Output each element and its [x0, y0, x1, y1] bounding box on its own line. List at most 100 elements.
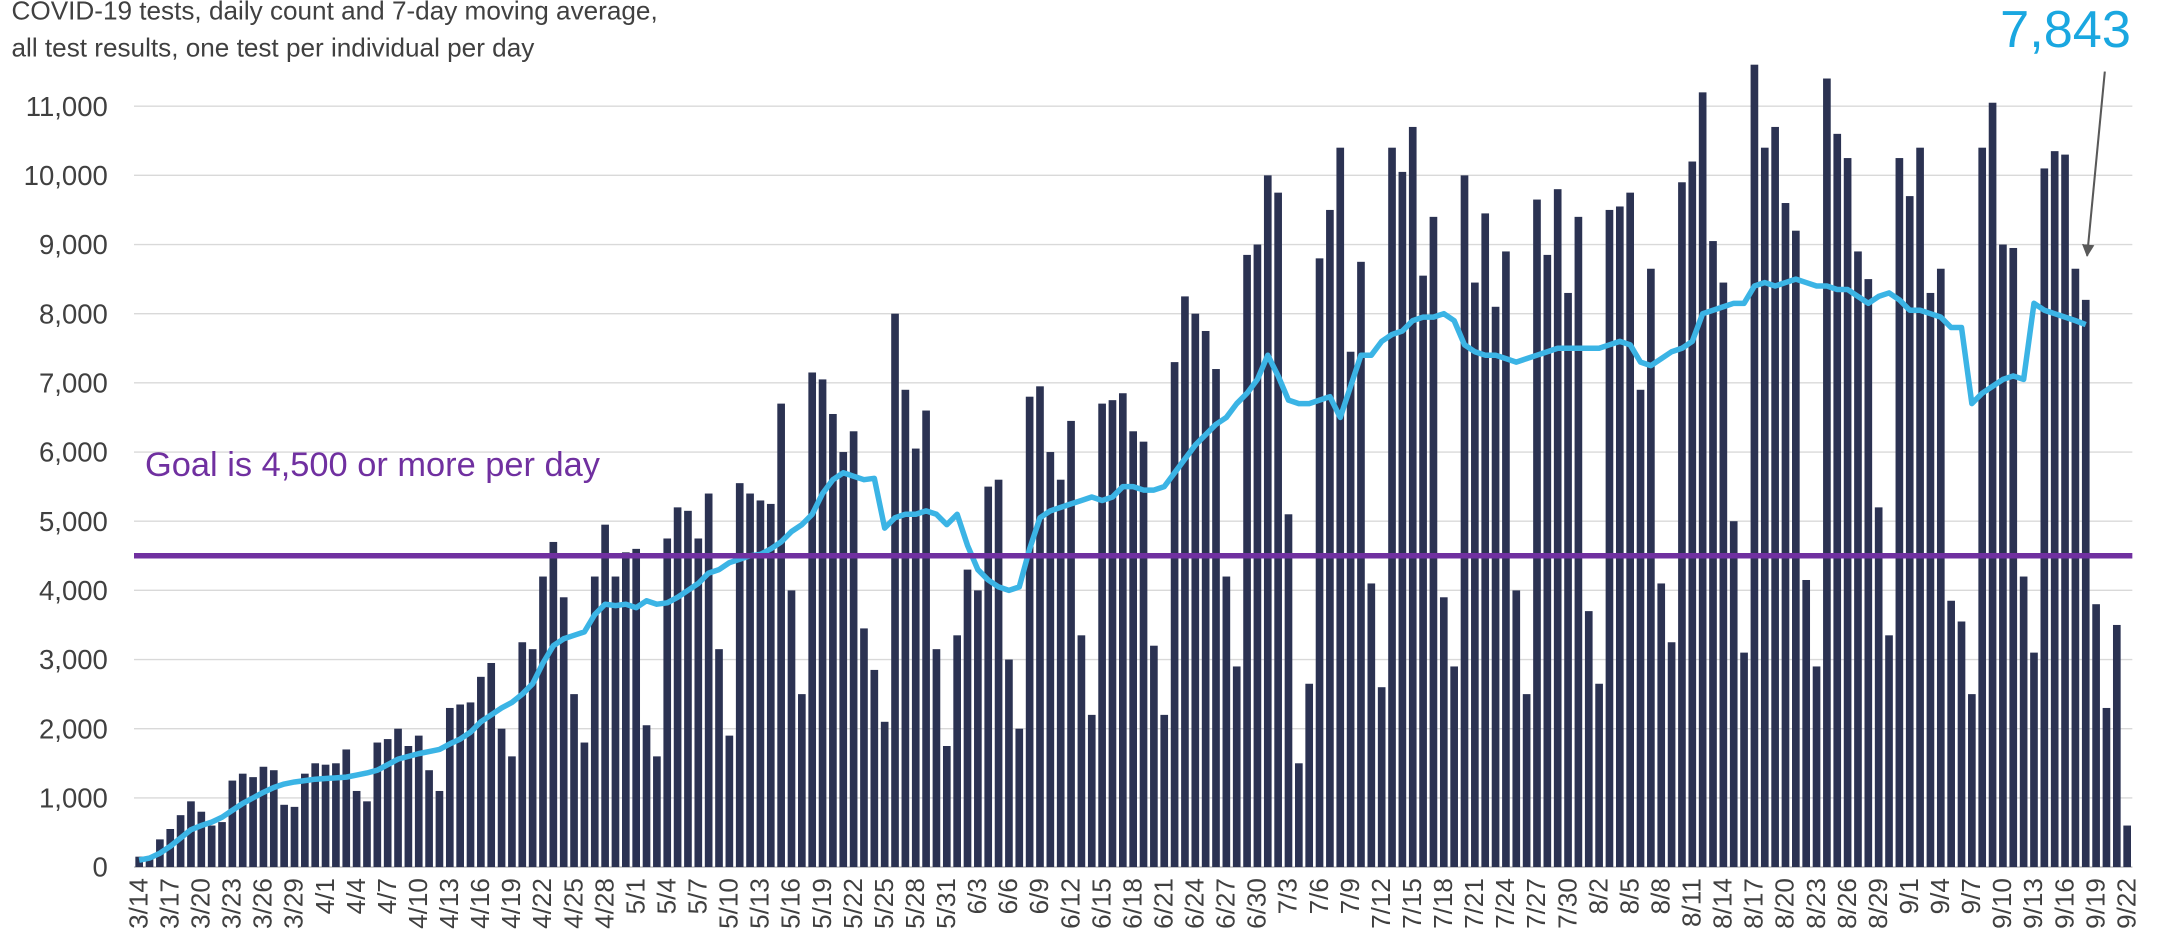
x-tick-label: 8/8	[1645, 878, 1675, 914]
annotation: 7,843	[2000, 1, 2131, 59]
x-tick-label: 8/2	[1583, 878, 1613, 914]
bar	[249, 777, 257, 868]
bar	[590, 576, 599, 868]
bar	[621, 552, 630, 868]
bar	[280, 804, 288, 868]
x-tick-label: 3/23	[217, 878, 247, 929]
bar	[321, 764, 330, 868]
bar	[1636, 389, 1645, 868]
bar	[1491, 306, 1500, 868]
bar	[891, 313, 899, 868]
bar	[1957, 621, 1966, 868]
bar	[218, 822, 226, 868]
bar	[1377, 687, 1386, 868]
x-tick-label: 3/20	[186, 878, 216, 929]
x-tick-label: 4/10	[403, 878, 433, 929]
bar	[777, 403, 785, 868]
bar	[1284, 514, 1293, 868]
bar	[1792, 230, 1800, 868]
bar	[2061, 154, 2069, 868]
bar	[1543, 254, 1552, 868]
bar	[1843, 158, 1852, 868]
bar	[1388, 147, 1396, 868]
y-tick-label: 6,000	[39, 437, 108, 468]
bar	[1854, 251, 1862, 868]
bar	[870, 669, 879, 868]
bar	[1056, 479, 1065, 868]
x-tick-label: 4/22	[527, 878, 557, 929]
bar	[1346, 351, 1355, 868]
bar	[311, 763, 320, 868]
bar	[1274, 192, 1282, 868]
bar	[580, 742, 589, 868]
bar	[1263, 175, 1272, 868]
bar	[228, 780, 237, 868]
bar	[642, 725, 651, 868]
bar	[1357, 261, 1365, 868]
bar	[849, 431, 858, 868]
bar	[901, 389, 910, 868]
x-tick-label: 9/19	[2080, 878, 2110, 929]
bar	[1584, 611, 1593, 868]
x-tick-label: 5/10	[714, 878, 744, 929]
bar	[1698, 92, 1707, 868]
x-tick-label: 8/23	[1801, 878, 1831, 929]
moving-average-line	[138, 276, 2087, 863]
bar	[373, 742, 382, 868]
x-tick-label: 6/12	[1055, 878, 1085, 929]
bar	[539, 576, 547, 868]
chart-title: all test results, one test per individua…	[12, 32, 536, 62]
bar	[466, 702, 475, 868]
bar	[1460, 175, 1469, 868]
bar	[1150, 645, 1158, 868]
x-tick-label: 8/20	[1770, 878, 1800, 929]
bar	[549, 541, 558, 868]
bar	[414, 735, 423, 868]
bar	[1315, 258, 1324, 868]
bar	[1626, 192, 1635, 868]
x-tick-label: 7/30	[1552, 878, 1582, 929]
y-tick-label: 9,000	[39, 229, 108, 260]
bar	[1429, 216, 1438, 868]
bar	[259, 766, 268, 868]
y-tick-label: 5,000	[39, 506, 108, 537]
bar	[1988, 102, 1997, 868]
bar	[829, 413, 837, 868]
y-tick-label: 2,000	[39, 713, 108, 744]
annotation-arrow	[2082, 71, 2106, 257]
x-tick-label: 8/5	[1614, 878, 1644, 914]
x-tick-label: 4/13	[434, 878, 464, 929]
x-tick-label: 8/29	[1863, 878, 1893, 929]
bar	[352, 790, 361, 868]
x-tick-label: 8/14	[1708, 878, 1738, 929]
bar	[653, 756, 661, 868]
bar	[2071, 268, 2080, 868]
bar	[1885, 635, 1893, 868]
bar	[1295, 763, 1303, 868]
bar	[1326, 209, 1334, 868]
bar	[974, 590, 982, 868]
bar	[187, 801, 195, 868]
bar	[1968, 694, 1976, 868]
x-tick-label: 6/3	[962, 878, 992, 914]
x-tick-label: 5/7	[683, 878, 713, 914]
bar	[942, 746, 951, 868]
x-tick-label: 9/13	[2018, 878, 2048, 929]
y-tick-label: 10,000	[24, 160, 108, 191]
x-tick-label: 9/4	[1925, 878, 1955, 914]
x-tick-label: 8/17	[1739, 878, 1769, 929]
bar	[1015, 728, 1024, 868]
bar	[238, 773, 247, 868]
bar	[445, 707, 454, 868]
x-tick-label: 7/15	[1397, 878, 1427, 929]
bar	[1139, 441, 1148, 868]
bar	[435, 790, 444, 868]
bar	[2123, 825, 2131, 868]
bar	[477, 676, 485, 868]
x-tick-label: 7/24	[1490, 878, 1520, 929]
goal-label: Goal is 4,500 or more per day	[145, 446, 601, 484]
bar	[508, 756, 516, 868]
overlay: Goal is 4,500 or more per day 7,843	[134, 1, 2133, 863]
x-tick-label: 5/1	[620, 878, 650, 914]
